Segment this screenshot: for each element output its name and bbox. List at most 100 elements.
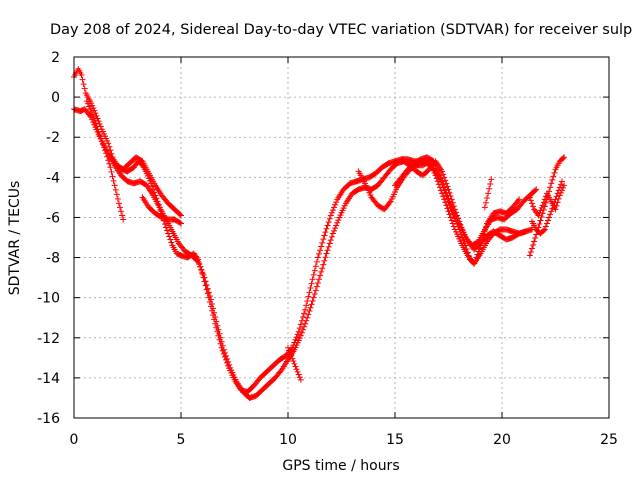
series-track-h xyxy=(392,154,540,249)
data-point xyxy=(108,168,115,175)
data-point xyxy=(547,211,554,218)
data-point xyxy=(117,204,124,211)
series-track-c xyxy=(83,98,127,223)
data-point xyxy=(307,304,314,311)
data-point xyxy=(95,129,102,136)
data-point xyxy=(90,114,97,121)
data-point xyxy=(556,192,563,199)
series-track-g xyxy=(355,158,523,267)
data-point xyxy=(548,208,555,215)
data-point xyxy=(289,355,296,362)
data-point xyxy=(99,141,106,148)
data-point xyxy=(203,281,210,288)
data-point xyxy=(539,202,546,209)
data-point xyxy=(293,334,300,341)
x-tick-label: 20 xyxy=(493,432,511,448)
data-point xyxy=(304,314,311,321)
data-point xyxy=(306,308,313,315)
data-point xyxy=(308,301,315,308)
data-point xyxy=(91,117,98,124)
data-point xyxy=(474,251,481,258)
axis-ticks xyxy=(73,56,610,419)
data-point xyxy=(87,106,94,113)
data-point xyxy=(102,147,109,154)
data-point xyxy=(481,204,488,211)
data-point xyxy=(329,230,336,237)
data-point xyxy=(287,350,294,357)
y-tick-label: -2 xyxy=(46,130,60,146)
data-point xyxy=(314,254,321,261)
data-point xyxy=(327,212,334,219)
data-point xyxy=(292,363,299,370)
data-point xyxy=(332,225,339,232)
data-point xyxy=(316,250,323,257)
data-point xyxy=(295,371,302,378)
data-point xyxy=(528,200,535,207)
data-point xyxy=(531,238,538,245)
data-point xyxy=(447,201,454,208)
data-point xyxy=(288,352,295,359)
y-tick-label: 2 xyxy=(51,50,60,66)
data-point xyxy=(429,157,436,164)
data-point xyxy=(218,338,225,345)
y-tick-label: 0 xyxy=(51,90,60,106)
data-point xyxy=(442,177,449,184)
data-point xyxy=(305,293,312,300)
series-track-f xyxy=(285,344,304,383)
data-point xyxy=(96,132,103,139)
data-point xyxy=(318,243,325,250)
data-point xyxy=(310,271,317,278)
data-point xyxy=(80,81,87,88)
data-point xyxy=(555,195,562,202)
data-point xyxy=(293,366,300,373)
data-point xyxy=(199,269,206,276)
data-point xyxy=(299,314,306,321)
data-point xyxy=(552,206,559,213)
data-point xyxy=(211,309,218,316)
data-point xyxy=(311,290,318,297)
data-point xyxy=(196,261,203,268)
data-point xyxy=(302,320,309,327)
x-tick-label: 15 xyxy=(386,432,404,448)
data-point xyxy=(441,174,448,181)
data-point xyxy=(443,180,450,187)
data-point xyxy=(298,329,305,336)
data-point xyxy=(95,118,102,125)
data-point xyxy=(104,153,111,160)
data-point xyxy=(167,236,174,243)
data-point xyxy=(552,196,559,203)
data-point xyxy=(197,263,204,270)
data-point xyxy=(540,227,547,234)
data-point xyxy=(92,120,99,127)
data-point xyxy=(321,232,328,239)
data-point xyxy=(299,326,306,333)
data-point xyxy=(527,249,534,256)
data-point xyxy=(444,193,451,200)
data-point xyxy=(530,203,537,210)
x-tick-label: 0 xyxy=(70,432,79,448)
data-point xyxy=(103,150,110,157)
data-point xyxy=(488,176,495,183)
series-track-b xyxy=(71,106,529,401)
data-point xyxy=(328,233,335,240)
y-tick-label: -16 xyxy=(37,411,60,427)
data-point xyxy=(292,336,299,343)
data-point xyxy=(475,248,482,255)
data-point xyxy=(331,227,338,234)
data-point xyxy=(553,202,560,209)
data-point xyxy=(317,247,324,254)
data-points xyxy=(71,66,568,401)
data-point xyxy=(333,222,340,229)
data-point xyxy=(322,229,329,236)
data-point xyxy=(294,331,301,338)
data-point xyxy=(442,187,449,194)
y-axis-label: SDTVAR / TECUs xyxy=(7,181,23,296)
data-point xyxy=(482,199,489,206)
data-point xyxy=(319,265,326,272)
data-point xyxy=(286,347,293,354)
data-point xyxy=(543,220,550,227)
data-point xyxy=(445,208,452,215)
data-point xyxy=(114,195,121,202)
